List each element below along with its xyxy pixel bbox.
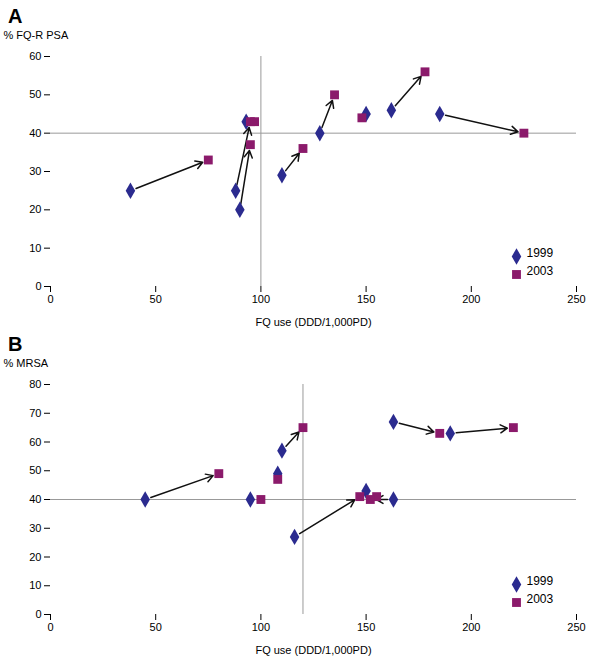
svg-text:50: 50 bbox=[150, 621, 162, 633]
svg-text:150: 150 bbox=[357, 293, 375, 305]
svg-text:FQ use (DDD/1,000PD): FQ use (DDD/1,000PD) bbox=[255, 316, 371, 328]
svg-text:FQ use (DDD/1,000PD): FQ use (DDD/1,000PD) bbox=[255, 644, 371, 656]
svg-text:% MRSA: % MRSA bbox=[4, 357, 49, 369]
svg-text:20: 20 bbox=[29, 551, 41, 563]
svg-text:100: 100 bbox=[252, 293, 270, 305]
svg-text:100: 100 bbox=[252, 621, 270, 633]
svg-text:60: 60 bbox=[29, 50, 41, 62]
svg-text:250: 250 bbox=[567, 621, 585, 633]
svg-text:150: 150 bbox=[357, 621, 375, 633]
html-text:B: B bbox=[8, 333, 23, 355]
svg-text:0: 0 bbox=[35, 608, 41, 620]
svg-text:0: 0 bbox=[47, 621, 53, 633]
svg-text:50: 50 bbox=[29, 464, 41, 476]
svg-text:80: 80 bbox=[29, 378, 41, 390]
svg-text:2003: 2003 bbox=[527, 264, 554, 278]
svg-text:30: 30 bbox=[29, 165, 41, 177]
svg-text:40: 40 bbox=[29, 493, 41, 505]
svg-text:% FQ-R PSA: % FQ-R PSA bbox=[4, 29, 69, 41]
svg-text:2003: 2003 bbox=[527, 592, 554, 606]
svg-text:1999: 1999 bbox=[527, 246, 554, 260]
svg-text:70: 70 bbox=[29, 407, 41, 419]
svg-text:60: 60 bbox=[29, 436, 41, 448]
svg-text:10: 10 bbox=[29, 579, 41, 591]
svg-text:250: 250 bbox=[567, 293, 585, 305]
svg-text:10: 10 bbox=[29, 242, 41, 254]
svg-text:20: 20 bbox=[29, 203, 41, 215]
svg-text:50: 50 bbox=[150, 293, 162, 305]
svg-text:40: 40 bbox=[29, 127, 41, 139]
html-text:A: A bbox=[8, 5, 23, 27]
svg-text:0: 0 bbox=[35, 280, 41, 292]
svg-text:0: 0 bbox=[47, 293, 53, 305]
svg-text:1999: 1999 bbox=[527, 574, 554, 588]
svg-text:50: 50 bbox=[29, 88, 41, 100]
svg-text:30: 30 bbox=[29, 522, 41, 534]
svg-text:200: 200 bbox=[462, 293, 480, 305]
svg-text:200: 200 bbox=[462, 621, 480, 633]
